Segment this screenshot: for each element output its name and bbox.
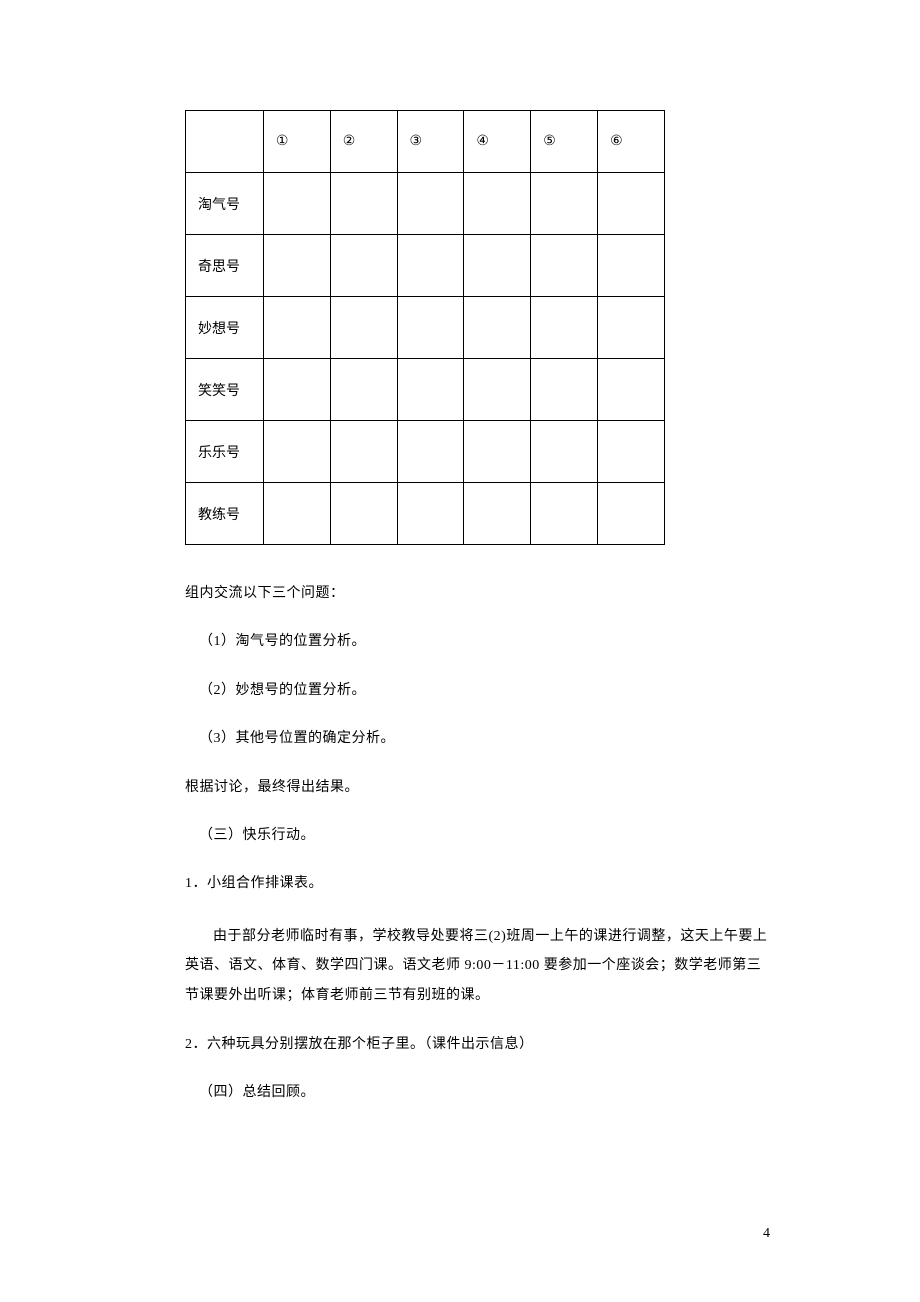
table-cell bbox=[263, 297, 330, 359]
table-cell bbox=[186, 111, 264, 173]
table-cell bbox=[263, 483, 330, 545]
table-cell bbox=[464, 173, 531, 235]
table-cell: 笑笑号 bbox=[186, 359, 264, 421]
position-table: ① ② ③ ④ ⑤ ⑥ 淘气号 奇思号 妙想号 笑笑号 bbox=[185, 110, 665, 545]
table-row: 笑笑号 bbox=[186, 359, 665, 421]
table-cell: 乐乐号 bbox=[186, 421, 264, 483]
table-cell bbox=[330, 297, 397, 359]
table-cell bbox=[263, 173, 330, 235]
table-row: 奇思号 bbox=[186, 235, 665, 297]
table-cell bbox=[531, 235, 598, 297]
table-cell bbox=[330, 359, 397, 421]
table-cell bbox=[464, 359, 531, 421]
table-cell bbox=[263, 359, 330, 421]
table-cell bbox=[397, 173, 464, 235]
table-cell: ① bbox=[263, 111, 330, 173]
table-cell: ⑥ bbox=[598, 111, 665, 173]
table-cell bbox=[531, 297, 598, 359]
table-cell: ⑤ bbox=[531, 111, 598, 173]
table-cell bbox=[464, 421, 531, 483]
section-4-title: （四）总结回顾。 bbox=[185, 1082, 770, 1104]
table-cell bbox=[330, 235, 397, 297]
table-cell bbox=[397, 483, 464, 545]
table-cell bbox=[598, 173, 665, 235]
table-cell bbox=[531, 483, 598, 545]
item-1-content: 由于部分老师临时有事，学校教导处要将三(2)班周一上午的课进行调整，这天上午要上… bbox=[185, 922, 770, 1010]
table-cell bbox=[330, 421, 397, 483]
section-3-title: （三）快乐行动。 bbox=[185, 825, 770, 847]
table-cell bbox=[464, 483, 531, 545]
result-text: 根据讨论，最终得出结果。 bbox=[185, 777, 770, 799]
table-cell bbox=[598, 359, 665, 421]
table-cell bbox=[598, 235, 665, 297]
table-cell bbox=[263, 235, 330, 297]
table-cell bbox=[598, 421, 665, 483]
table-cell bbox=[531, 173, 598, 235]
table-cell: 妙想号 bbox=[186, 297, 264, 359]
item-2: 2．六种玩具分别摆放在那个柜子里。（课件出示信息） bbox=[185, 1034, 770, 1056]
table-row: 妙想号 bbox=[186, 297, 665, 359]
question-1: （1）淘气号的位置分析。 bbox=[185, 631, 770, 653]
question-2: （2）妙想号的位置分析。 bbox=[185, 680, 770, 702]
table-cell: 教练号 bbox=[186, 483, 264, 545]
table-cell: 淘气号 bbox=[186, 173, 264, 235]
table-cell: 奇思号 bbox=[186, 235, 264, 297]
table-cell bbox=[397, 297, 464, 359]
table-row: 淘气号 bbox=[186, 173, 665, 235]
table-cell bbox=[531, 359, 598, 421]
table-cell bbox=[330, 483, 397, 545]
table-cell bbox=[263, 421, 330, 483]
question-3: （3）其他号位置的确定分析。 bbox=[185, 728, 770, 750]
table-cell bbox=[531, 421, 598, 483]
table-cell bbox=[397, 359, 464, 421]
table-row: 乐乐号 bbox=[186, 421, 665, 483]
table-header-row: ① ② ③ ④ ⑤ ⑥ bbox=[186, 111, 665, 173]
item-1-title: 1．小组合作排课表。 bbox=[185, 873, 770, 895]
table-cell bbox=[397, 421, 464, 483]
table-cell bbox=[464, 235, 531, 297]
table-cell bbox=[598, 483, 665, 545]
table-cell bbox=[598, 297, 665, 359]
table-cell bbox=[464, 297, 531, 359]
page-number: 4 bbox=[763, 1226, 770, 1242]
table-row: 教练号 bbox=[186, 483, 665, 545]
table-cell bbox=[397, 235, 464, 297]
table-cell: ② bbox=[330, 111, 397, 173]
table-cell bbox=[330, 173, 397, 235]
table-cell: ④ bbox=[464, 111, 531, 173]
table-cell: ③ bbox=[397, 111, 464, 173]
intro-text: 组内交流以下三个问题： bbox=[185, 583, 770, 605]
